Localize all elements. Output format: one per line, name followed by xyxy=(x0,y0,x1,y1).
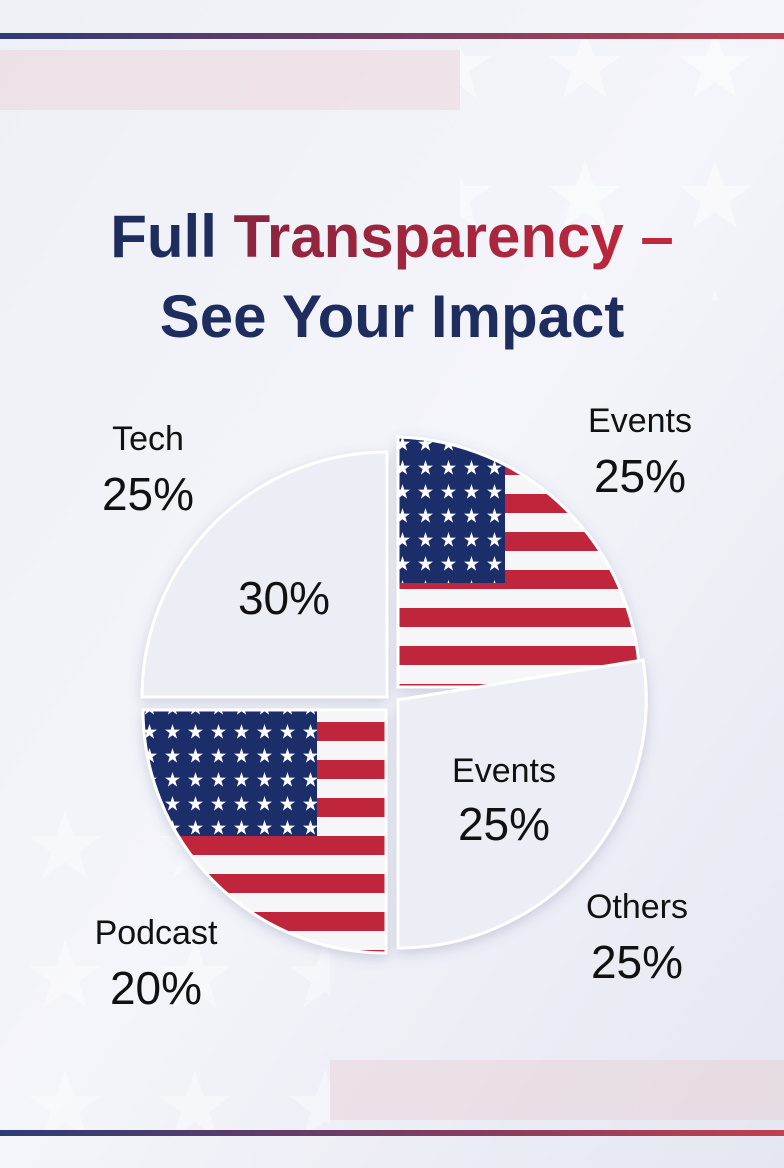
bottom-rule xyxy=(0,1130,784,1136)
quadrant xyxy=(140,450,389,699)
label-value: 25% xyxy=(591,936,683,988)
label-name: Podcast xyxy=(95,914,218,952)
label-name: Others xyxy=(586,888,688,926)
label-value: 25% xyxy=(594,450,686,502)
label-name: Events xyxy=(588,402,692,440)
label-value: 20% xyxy=(110,962,202,1014)
label-name: Events xyxy=(452,752,556,790)
label-value: 25% xyxy=(102,468,194,520)
bg-stripe xyxy=(330,1060,784,1120)
quadrant-edge xyxy=(141,708,388,955)
flag-quadrant xyxy=(143,710,386,953)
top-rule xyxy=(0,33,784,39)
bg-stripe xyxy=(0,50,460,110)
label-name: Tech xyxy=(112,420,184,458)
title-part: Full xyxy=(110,203,217,270)
quadrant-edge xyxy=(396,435,642,689)
title-part: Transparency – xyxy=(234,203,674,270)
label-value: 30% xyxy=(238,572,330,624)
label-value: 25% xyxy=(458,798,550,850)
bg-stars xyxy=(460,0,784,300)
title-line-1: Full Transparency – xyxy=(110,203,674,270)
title-line-2: See Your Impact xyxy=(160,283,625,350)
quadrant xyxy=(396,658,648,950)
